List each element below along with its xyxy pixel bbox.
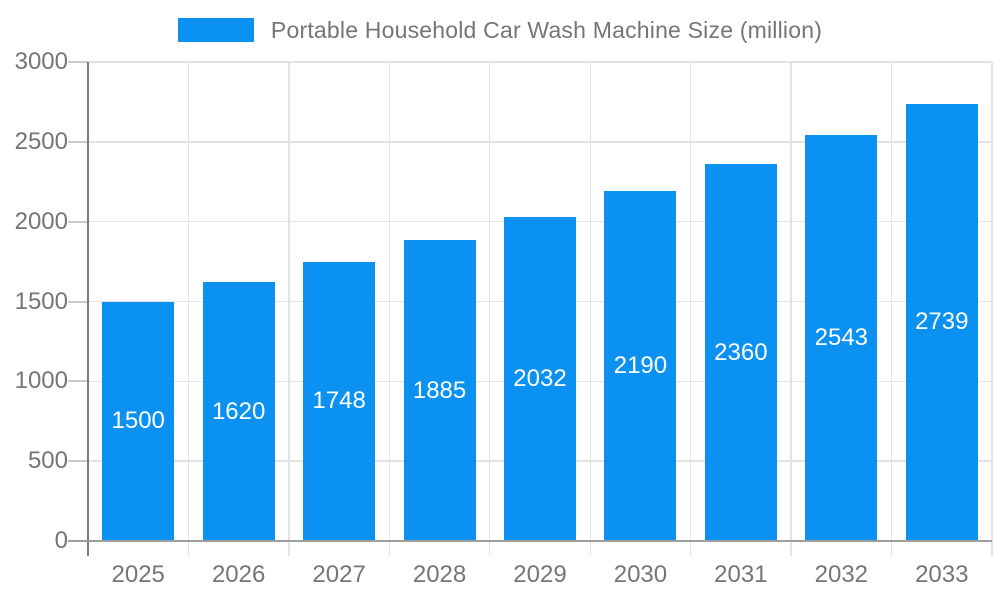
bar-value-label: 2360 <box>714 338 768 366</box>
x-tick-label: 2029 <box>513 561 567 588</box>
y-tick-label: 0 <box>54 527 68 554</box>
x-tick-label: 2026 <box>211 561 266 588</box>
bar[interactable]: 1748 <box>303 261 376 541</box>
bar[interactable]: 1885 <box>403 240 476 541</box>
y-tick-label: 2000 <box>14 207 68 235</box>
bar[interactable]: 2360 <box>704 164 777 541</box>
x-baseline <box>68 540 992 542</box>
y-axis-tick <box>68 61 88 63</box>
y-axis-tick <box>68 460 88 463</box>
y-tick-label: 1500 <box>14 287 68 315</box>
bar[interactable]: 1620 <box>202 282 275 541</box>
bar[interactable]: 2190 <box>604 191 677 541</box>
bar-value-label: 2543 <box>814 323 869 351</box>
y-axis-tick <box>68 300 88 303</box>
bar[interactable]: 2543 <box>805 134 878 541</box>
y-tick-label: 2500 <box>14 127 68 155</box>
y-axis-tick <box>68 220 88 223</box>
y-axis-line <box>87 62 89 556</box>
y-axis-tick <box>68 380 88 383</box>
v-gridline <box>187 62 190 556</box>
bar-value-label: 2032 <box>513 364 567 392</box>
y-tick-label: 3000 <box>14 48 68 75</box>
v-gridline <box>288 62 290 556</box>
v-gridline <box>991 62 993 556</box>
legend: Portable Household Car Wash Machine Size… <box>0 12 1000 48</box>
legend-swatch <box>177 18 254 42</box>
chart-title: Portable Household Car Wash Machine Size… <box>270 16 823 43</box>
h-gridline <box>88 61 992 63</box>
x-tick-label: 2025 <box>111 561 165 588</box>
v-gridline <box>890 62 893 556</box>
x-tick-label: 2028 <box>412 561 467 588</box>
x-tick-label: 2032 <box>814 561 869 588</box>
x-tick-label: 2030 <box>613 561 668 588</box>
bar-value-label: 1748 <box>312 387 366 415</box>
bar-value-label: 1885 <box>412 376 467 404</box>
bar-value-label: 2190 <box>613 352 668 380</box>
bar-value-label: 2739 <box>915 308 969 336</box>
x-tick-label: 2033 <box>915 561 969 588</box>
x-tick-label: 2031 <box>714 561 768 588</box>
v-gridline <box>388 62 391 556</box>
y-axis-tick <box>68 140 88 143</box>
bar-value-label: 1500 <box>111 407 165 435</box>
bar[interactable]: 2739 <box>905 103 978 541</box>
x-tick-label: 2027 <box>312 561 366 588</box>
y-tick-label: 1000 <box>14 367 68 395</box>
v-gridline <box>689 62 692 556</box>
bar[interactable]: 2032 <box>504 216 576 541</box>
y-tick-label: 500 <box>27 447 68 475</box>
v-gridline <box>489 62 491 556</box>
v-gridline <box>790 62 792 556</box>
legend-item[interactable]: Portable Household Car Wash Machine Size… <box>177 16 823 44</box>
h-gridline <box>88 141 992 143</box>
bar-value-label: 1620 <box>211 397 266 425</box>
bar[interactable]: 1500 <box>102 301 175 541</box>
v-gridline <box>589 62 591 556</box>
